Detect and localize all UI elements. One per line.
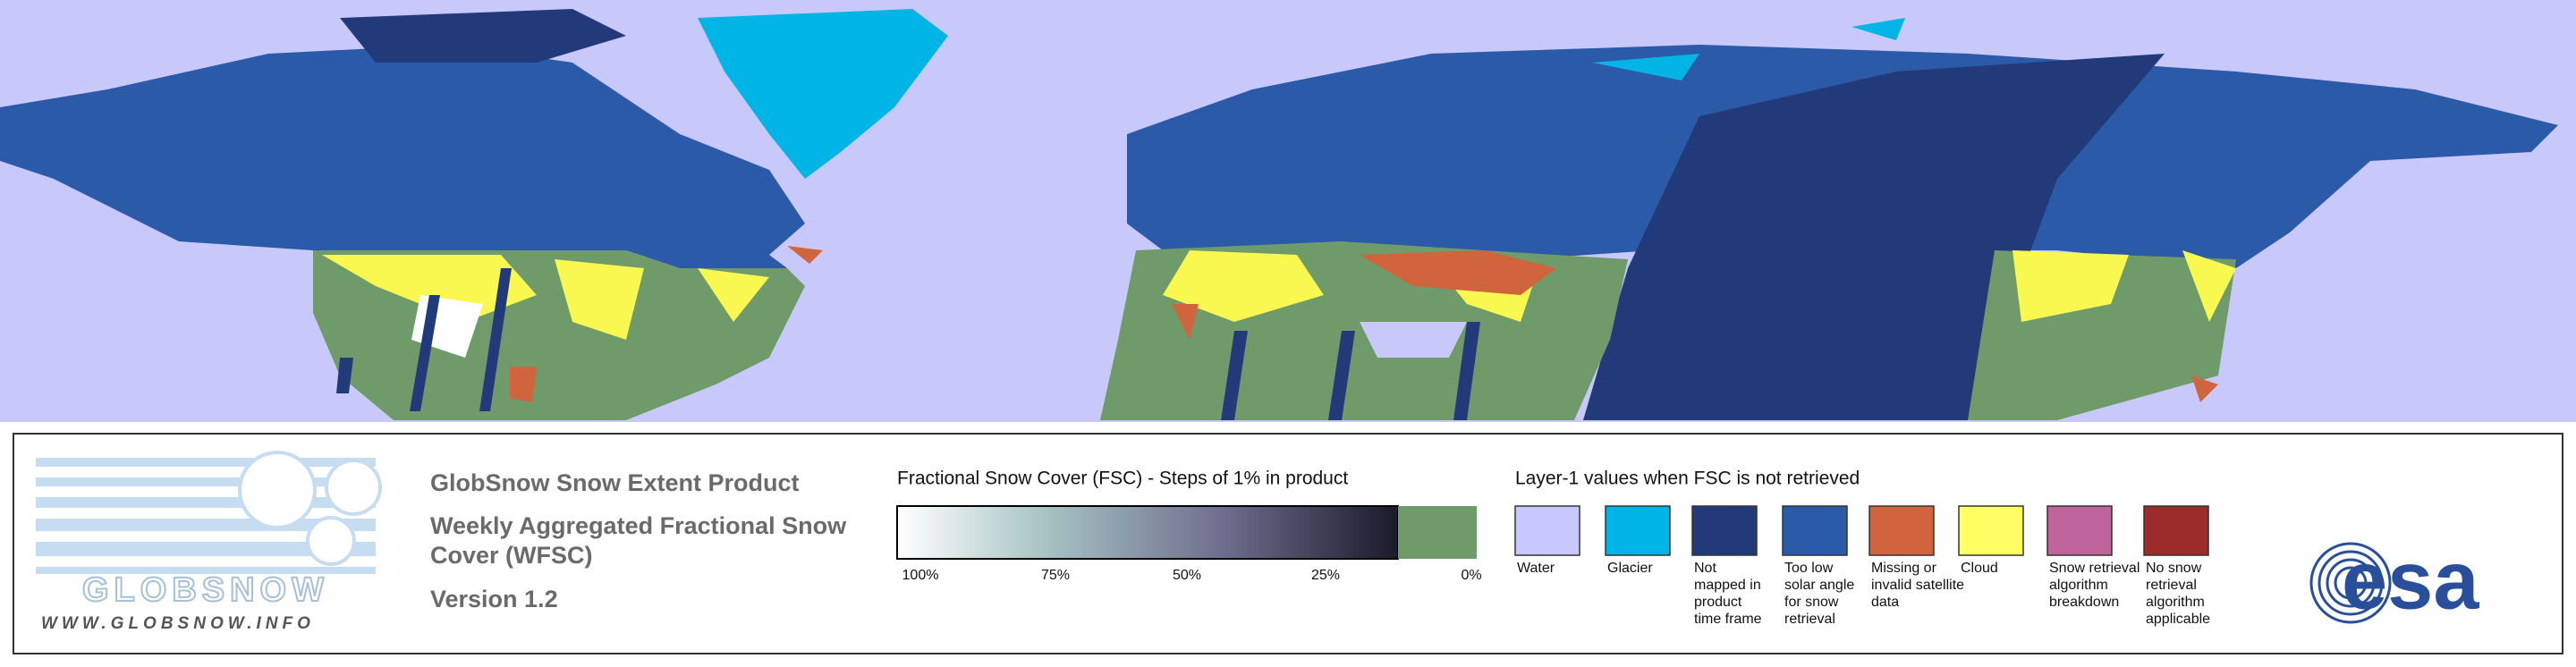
legend-label: Water: [1517, 561, 1555, 576]
legend-swatch: [2046, 505, 2113, 556]
legend-label: data: [1871, 595, 1899, 610]
colorbar-label: 25%: [1311, 568, 1340, 583]
legend-label: Snow retrieval: [2049, 561, 2140, 576]
esa-logo: esa: [2309, 535, 2479, 626]
legend-label: Not: [1694, 561, 1716, 576]
logo-stripes: [36, 451, 382, 574]
colorbar-title: Fractional Snow Cover (FSC) - Steps of 1…: [897, 469, 1348, 489]
legend-label: product: [1694, 595, 1742, 610]
legend-label: Glacier: [1607, 561, 1653, 576]
layer1-title: Layer-1 values when FSC is not retrieved: [1515, 469, 1860, 489]
legend-label: solar angle: [1784, 578, 1854, 593]
legend-label: No snow: [2146, 561, 2202, 576]
legend-swatch: [1514, 505, 1580, 556]
legend-label: Missing or: [1871, 561, 1937, 576]
colorbar: [896, 505, 1399, 560]
colorbar-label: 100%: [902, 568, 939, 583]
legend-label: Cloud: [1961, 561, 1998, 576]
subtitle-line: Cover (WFSC): [430, 542, 593, 569]
logo-name: GLOBSNOW: [82, 571, 329, 609]
colorbar-label: 50%: [1173, 568, 1201, 583]
legend-swatch: [1605, 505, 1671, 556]
legend-label: Too low: [1784, 561, 1834, 576]
legend-label: invalid satellite: [1871, 578, 1964, 593]
legend-label: mapped in: [1694, 578, 1761, 593]
legend-label: for snow: [1784, 595, 1839, 610]
subtitle-line: Weekly Aggregated Fractional Snow: [430, 512, 847, 539]
legend-swatch: [2143, 505, 2209, 556]
colorbar-label: 0%: [1461, 568, 1481, 583]
legend-swatch: [1782, 505, 1848, 556]
legend-label: time frame: [1694, 612, 1762, 627]
colorbar-no-snow: [1398, 506, 1477, 559]
version: Version 1.2: [430, 586, 558, 612]
legend-swatch: [1958, 505, 2024, 556]
legend-swatch: [1868, 505, 1935, 556]
logo-url: WWW.GLOBSNOW.INFO: [41, 614, 315, 633]
legend-label: algorithm: [2146, 595, 2205, 610]
legend-label: algorithm: [2049, 578, 2108, 593]
legend-label: retrieval: [1784, 612, 1835, 627]
agency-name: esa: [2342, 535, 2479, 626]
title: GlobSnow Snow Extent Product: [430, 469, 800, 496]
legend-label: applicable: [2146, 612, 2210, 627]
colorbar-label: 75%: [1041, 568, 1070, 583]
legend-label: breakdown: [2049, 595, 2119, 610]
map: [0, 0, 2576, 422]
legend-label: retrieval: [2146, 578, 2197, 593]
legend-swatch: [1691, 505, 1758, 556]
